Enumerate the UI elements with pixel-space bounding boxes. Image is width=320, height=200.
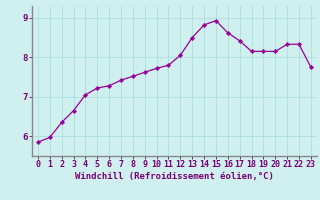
X-axis label: Windchill (Refroidissement éolien,°C): Windchill (Refroidissement éolien,°C) — [75, 172, 274, 181]
